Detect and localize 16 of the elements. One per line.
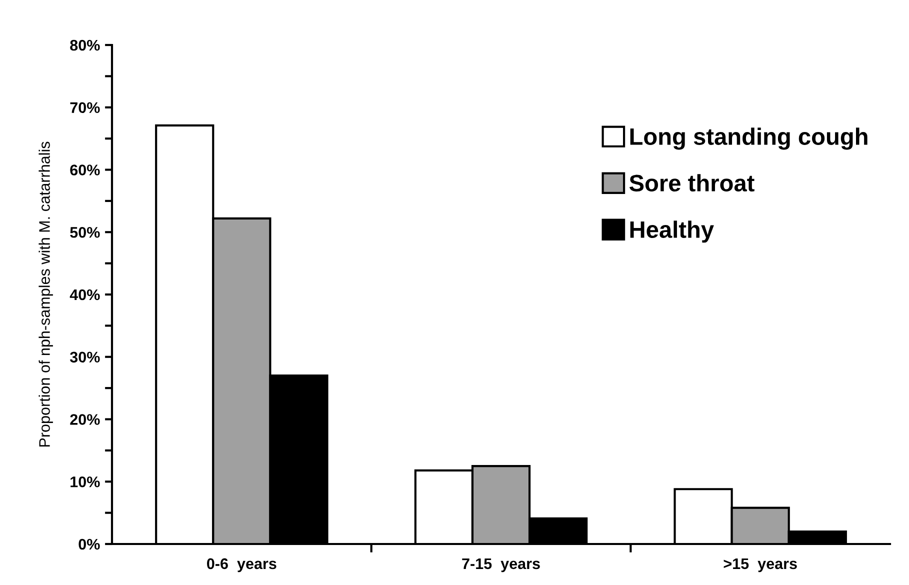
- y-tick-label: 70%: [70, 102, 100, 114]
- y-tick-label: 0%: [78, 538, 100, 550]
- y-axis-title: Proportion of nph-samples with M. catarrhalis: [38, 142, 53, 447]
- y-tick-label: 30%: [70, 352, 100, 363]
- legend-label: Sore throat: [629, 174, 754, 192]
- y-tick-label: 40%: [70, 289, 100, 300]
- y-tick-label: 20%: [70, 414, 100, 425]
- legend-label: Long standing cough: [630, 128, 868, 150]
- x-tick-label: 7-15 years: [462, 558, 540, 572]
- y-tick-label: 10%: [70, 476, 100, 488]
- y-tick-label: 60%: [70, 164, 100, 176]
- y-tick-label: 50%: [70, 226, 100, 238]
- y-tick-label: 80%: [70, 40, 100, 51]
- x-tick-label: 0-6 years: [207, 558, 276, 572]
- legend-label: Healthy: [630, 220, 714, 243]
- x-tick-label: >15 years: [724, 558, 797, 572]
